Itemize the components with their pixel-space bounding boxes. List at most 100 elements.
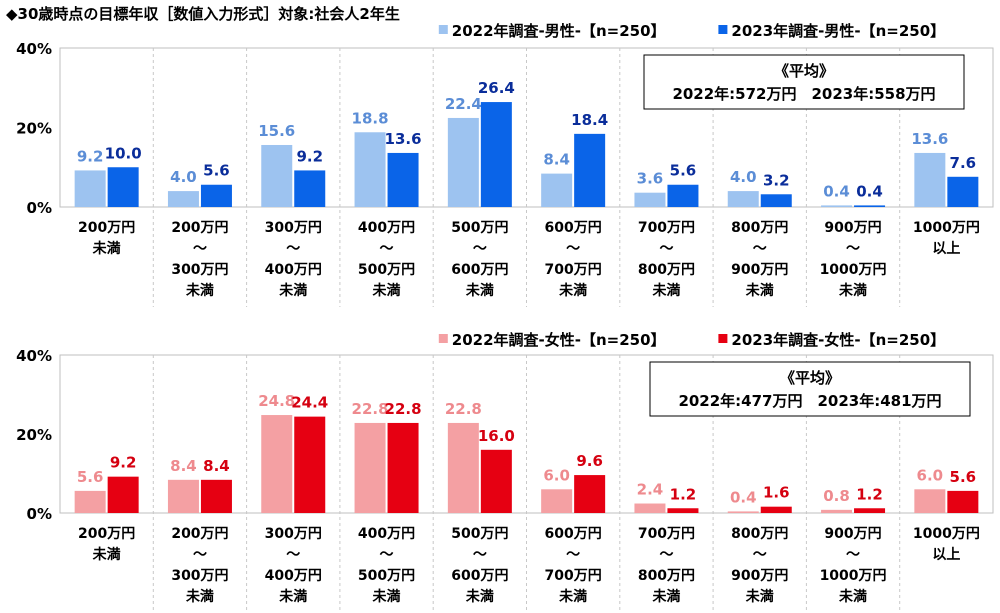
data-label: 1.2 xyxy=(670,485,697,503)
bar-female-2023 xyxy=(200,479,232,513)
legend-entry: 2023年調査-女性-【n=250】 xyxy=(731,331,945,349)
legend-swatch xyxy=(718,334,728,343)
y-tick-label: 20% xyxy=(16,120,52,138)
bar-male-2022 xyxy=(634,192,666,207)
bar-male-2023 xyxy=(200,184,232,207)
category-label: 1000万円 xyxy=(913,220,980,236)
average-heading: 《平均》 xyxy=(780,369,840,387)
category-label: 300万円 xyxy=(171,262,228,278)
category-label: 700万円 xyxy=(638,220,695,236)
category-label: 〜 xyxy=(566,241,580,257)
category-label: 〜 xyxy=(753,241,767,257)
bar-male-2022 xyxy=(167,191,199,207)
bar-female-2022 xyxy=(261,415,293,513)
category-label: 未満 xyxy=(373,282,401,299)
y-tick-label: 0% xyxy=(27,505,52,523)
category-label: 未満 xyxy=(559,588,587,605)
category-label: 〜 xyxy=(286,241,300,257)
category-label: 未満 xyxy=(559,282,587,299)
data-label: 7.6 xyxy=(950,154,977,172)
category-label: 1000万円 xyxy=(820,262,887,278)
category-label: 500万円 xyxy=(451,220,508,236)
bar-female-2022 xyxy=(634,503,666,513)
legend-swatch xyxy=(438,25,448,34)
category-label: 未満 xyxy=(93,240,121,257)
bar-male-2023 xyxy=(760,194,792,207)
bar-male-2022 xyxy=(914,152,946,207)
bar-female-2022 xyxy=(447,422,479,513)
y-tick-label: 40% xyxy=(16,347,52,365)
y-tick-label: 20% xyxy=(16,426,52,444)
data-label: 22.8 xyxy=(352,400,389,418)
average-box xyxy=(643,54,965,110)
legend-swatch xyxy=(718,25,728,34)
category-label: 〜 xyxy=(473,547,487,563)
data-label: 1.2 xyxy=(856,485,883,503)
category-label: 400万円 xyxy=(358,526,415,542)
data-label: 3.2 xyxy=(763,171,790,189)
category-label: 700万円 xyxy=(545,262,602,278)
category-label: 700万円 xyxy=(545,568,602,584)
category-label: 未満 xyxy=(839,282,867,299)
data-label: 6.0 xyxy=(543,466,570,484)
category-label: 200万円 xyxy=(78,220,135,236)
category-label: 200万円 xyxy=(78,526,135,542)
category-label: 200万円 xyxy=(171,220,228,236)
category-label: 未満 xyxy=(93,546,121,563)
category-label: 400万円 xyxy=(265,262,322,278)
category-label: 400万円 xyxy=(265,568,322,584)
category-label: 〜 xyxy=(659,241,673,257)
category-label: 800万円 xyxy=(638,262,695,278)
category-label: 600万円 xyxy=(451,262,508,278)
data-label: 5.6 xyxy=(203,162,230,180)
category-label: 300万円 xyxy=(265,220,322,236)
bar-female-2023 xyxy=(387,422,419,513)
category-label: 〜 xyxy=(566,547,580,563)
category-label: 未満 xyxy=(839,588,867,605)
category-label: 未満 xyxy=(746,282,774,299)
data-label: 22.8 xyxy=(445,400,482,418)
category-label: 1000万円 xyxy=(820,568,887,584)
data-label: 1.6 xyxy=(763,484,790,502)
average-heading: 《平均》 xyxy=(774,62,834,80)
category-label: 未満 xyxy=(186,588,214,605)
data-label: 8.4 xyxy=(203,457,230,475)
bar-female-2023 xyxy=(294,416,326,513)
category-label: 〜 xyxy=(380,547,394,563)
category-label: 未満 xyxy=(279,588,307,605)
data-label: 5.6 xyxy=(77,468,104,486)
bar-female-2022 xyxy=(541,489,573,513)
page-title: ◆30歳時点の目標年収［数値入力形式］対象:社会人2年生 xyxy=(6,5,400,23)
data-label: 2.4 xyxy=(637,481,664,499)
bar-female-2023 xyxy=(854,508,886,513)
bar-male-2023 xyxy=(107,167,139,207)
bar-male-2022 xyxy=(727,191,759,207)
bar-male-2022 xyxy=(261,144,293,207)
category-label: 未満 xyxy=(186,282,214,299)
bar-female-2023 xyxy=(947,490,979,513)
category-label: 〜 xyxy=(286,547,300,563)
data-label: 22.4 xyxy=(445,95,482,113)
data-label: 9.2 xyxy=(110,454,137,472)
data-label: 6.0 xyxy=(917,466,944,484)
bar-male-2022 xyxy=(447,117,479,207)
legend-entry: 2023年調査-男性-【n=250】 xyxy=(731,22,945,40)
data-label: 15.6 xyxy=(258,122,295,140)
category-label: 500万円 xyxy=(358,568,415,584)
category-label: 800万円 xyxy=(731,526,788,542)
data-label: 4.0 xyxy=(730,168,757,186)
legend-entry: 2022年調査-男性-【n=250】 xyxy=(452,22,666,40)
category-label: 400万円 xyxy=(358,220,415,236)
bar-male-2022 xyxy=(74,170,106,207)
average-values: 2022年:477万円 2023年:481万円 xyxy=(678,392,941,410)
average-values: 2022年:572万円 2023年:558万円 xyxy=(672,85,935,103)
category-label: 〜 xyxy=(846,241,860,257)
bar-female-2022 xyxy=(167,479,199,513)
data-label: 4.0 xyxy=(170,168,197,186)
category-label: 以上 xyxy=(932,547,960,563)
y-tick-label: 0% xyxy=(27,199,52,217)
bar-female-2023 xyxy=(667,508,699,513)
data-label: 0.8 xyxy=(823,487,850,505)
data-label: 10.0 xyxy=(105,144,142,162)
bar-female-2022 xyxy=(354,422,386,513)
